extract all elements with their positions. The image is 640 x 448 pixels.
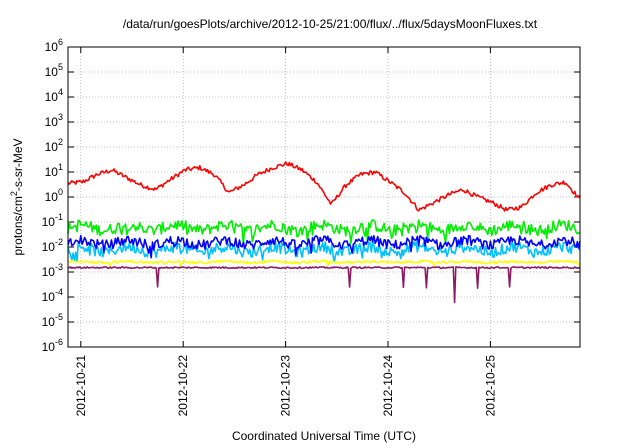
series-line-red	[67, 161, 581, 212]
x-tick-label: 2012-10-25	[483, 355, 497, 417]
y-tick-label: 10-2	[42, 237, 63, 254]
plot-frame	[67, 46, 581, 348]
series-line-yellow	[67, 259, 581, 268]
y-tick-label: 100	[45, 187, 63, 204]
y-tick-label: 105	[45, 62, 63, 79]
y-tick-label: 103	[45, 112, 63, 129]
series-line-purple	[68, 266, 581, 304]
x-tick-label: 2012-10-23	[279, 355, 293, 417]
x-tick-label: 2012-10-24	[381, 355, 395, 417]
y-axis-label: protons/cm2-s-sr-MeV	[9, 138, 25, 255]
series-line-green	[67, 219, 581, 246]
y-tick-label: 102	[45, 137, 63, 154]
y-tick-label: 10-1	[42, 212, 63, 229]
y-tick-label: 10-3	[42, 262, 63, 279]
y-tick-label: 101	[45, 162, 63, 179]
x-tick-label: 2012-10-22	[176, 355, 190, 417]
grid-layer	[68, 46, 580, 348]
y-tick-labels: 106 105 104 103 102 101 100 10-1 10-2 10-3 10-4 10-…	[42, 37, 63, 354]
series-line-cyan	[67, 240, 581, 264]
y-tick-label: 10-5	[42, 312, 63, 329]
chart-title: /data/run/goesPlots/archive/2012-10-25/2…	[123, 17, 538, 31]
series-line-blue	[67, 234, 581, 259]
y-tick-label: 10-4	[42, 287, 63, 304]
x-tick-labels: 2012-10-21 2012-10-22 2012-10-23 2012-10-24…	[74, 355, 498, 417]
y-tick-label: 10-6	[42, 337, 63, 354]
x-tick-label: 2012-10-21	[74, 355, 88, 417]
series-layer	[67, 161, 581, 304]
y-tick-label: 106	[45, 37, 63, 54]
y-tick-label: 104	[45, 87, 63, 104]
x-axis-label: Coordinated Universal Time (UTC)	[232, 429, 416, 443]
